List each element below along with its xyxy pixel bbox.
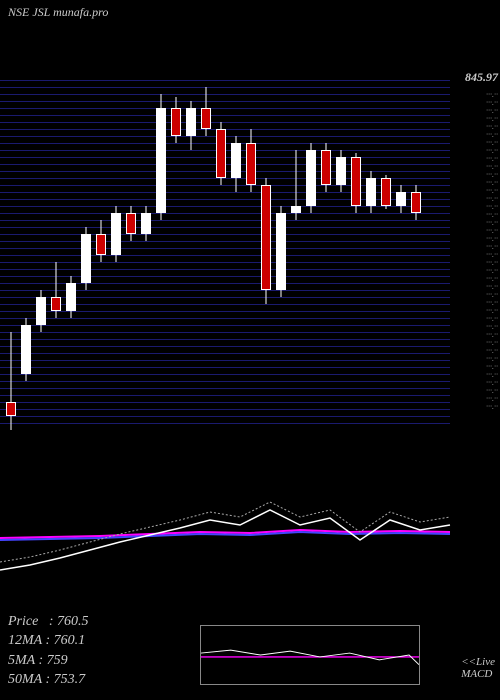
candle (110, 80, 122, 430)
candle (215, 80, 227, 430)
candle (365, 80, 377, 430)
candle (395, 80, 407, 430)
candle (335, 80, 347, 430)
candle (20, 80, 32, 430)
candle (50, 80, 62, 430)
price-top-label: 845.97 (465, 70, 498, 85)
candle (65, 80, 77, 430)
info-box: Price : 760.5 12MA : 760.1 5MA : 759 50M… (8, 612, 89, 690)
candle (125, 80, 137, 430)
candle (275, 80, 287, 430)
candle (95, 80, 107, 430)
macd-label: <<Live MACD (461, 656, 495, 680)
candlestick-chart (0, 80, 450, 430)
candle (260, 80, 272, 430)
info-12ma: 12MA : 760.1 (8, 631, 89, 651)
candle (290, 80, 302, 430)
inset-svg (201, 626, 419, 684)
candle (80, 80, 92, 430)
inset-box (200, 625, 420, 685)
chart-title: NSE JSL munafa.pro (8, 5, 108, 20)
indicator-area (0, 470, 500, 600)
candle (245, 80, 257, 430)
chart-container: NSE JSL munafa.pro 845.97 ···.·····.····… (0, 0, 500, 700)
candle (200, 80, 212, 430)
candle (5, 80, 17, 430)
candle (230, 80, 242, 430)
candle (380, 80, 392, 430)
candle (410, 80, 422, 430)
candle (155, 80, 167, 430)
indicator-svg (0, 470, 500, 600)
candle (140, 80, 152, 430)
candle (305, 80, 317, 430)
candle (170, 80, 182, 430)
info-50ma: 50MA : 753.7 (8, 670, 89, 690)
candle (35, 80, 47, 430)
candle (185, 80, 197, 430)
info-5ma: 5MA : 759 (8, 651, 89, 671)
signal-line (0, 510, 450, 570)
candle (350, 80, 362, 430)
candle (320, 80, 332, 430)
info-price: Price : 760.5 (8, 612, 89, 632)
